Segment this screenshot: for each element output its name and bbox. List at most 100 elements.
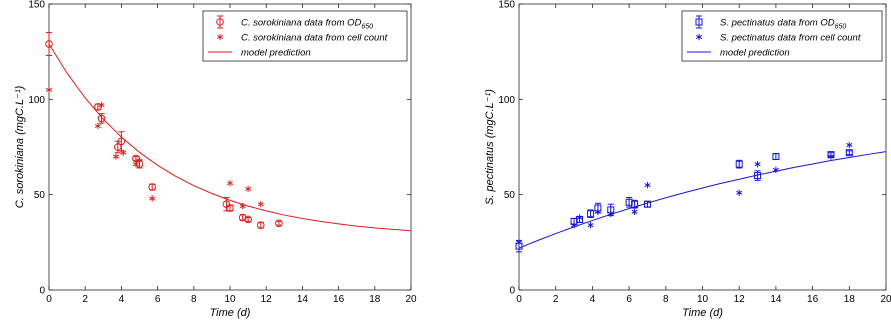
data-point-cell-count [149, 195, 156, 202]
x-tick-label: 6 [155, 294, 161, 305]
x-tick-label: 20 [880, 294, 891, 305]
x-tick-label: 10 [697, 294, 709, 305]
legend-marker-swatch [216, 15, 224, 29]
x-tick-label: 8 [191, 294, 197, 305]
data-point-od [97, 114, 106, 123]
data-point-od [735, 160, 743, 168]
data-point-cell-count [827, 153, 834, 160]
data-point-od [256, 221, 265, 229]
legend-marker-swatch [695, 15, 703, 29]
legend-asterisk-swatch [216, 33, 224, 41]
legend-entry-subscript: 650 [835, 24, 847, 31]
x-tick-label: 2 [82, 294, 88, 305]
x-tick-label: 18 [369, 294, 381, 305]
data-point-od [772, 153, 780, 161]
legend-entry: model prediction [720, 48, 790, 59]
data-point-cell-count [576, 214, 583, 221]
data-point-cell-count [631, 208, 638, 216]
y-axis-label: C. sorokiniana (mgC.L⁻¹) [14, 85, 26, 208]
y-tick-label: 0 [509, 286, 515, 297]
legend-entry-text: C. sorokiniana data from OD [241, 18, 362, 29]
x-tick-label: 10 [224, 294, 236, 305]
legend-entry: S. pectinatus data from OD650 [720, 18, 846, 31]
data-point-od [117, 137, 126, 146]
x-tick-label: 12 [734, 294, 746, 305]
error-bar [772, 153, 779, 160]
y-tick-label: 50 [504, 190, 516, 201]
y-tick-label: 50 [34, 190, 46, 201]
data-point-od [845, 149, 853, 157]
series-circle-errorbar [45, 32, 283, 229]
data-point-od [275, 219, 283, 228]
x-tick-label: 16 [807, 294, 819, 305]
legend-box [202, 10, 408, 62]
x-tick-label: 0 [46, 294, 52, 305]
y-tick-label: 100 [28, 95, 45, 106]
y-tick-label: 0 [39, 286, 45, 297]
error-bar [846, 150, 853, 156]
data-point-cell-count [736, 189, 743, 196]
x-tick-label: 16 [333, 294, 345, 305]
legend-entry-text: S. pectinatus data from cell count [720, 33, 861, 44]
x-tick-label: 6 [626, 294, 632, 305]
model-curve [48, 43, 412, 232]
x-tick-label: 20 [405, 294, 417, 305]
x-tick-label: 12 [261, 294, 273, 305]
legend-entry-text: model prediction [720, 48, 790, 59]
series-square-errorbar [515, 149, 853, 253]
y-tick-label: 150 [498, 0, 515, 11]
data-point-cell-count [112, 153, 119, 160]
data-point-cell-count [257, 201, 264, 208]
x-tick-label: 4 [590, 294, 596, 305]
data-point-cell-count [132, 160, 139, 168]
legend-entry: C. sorokiniana data from cell count [241, 33, 388, 44]
series-asterisk [45, 86, 264, 210]
data-point-cell-count [515, 239, 523, 246]
data-point-od [244, 215, 252, 224]
x-tick-label: 14 [770, 294, 782, 305]
legend-box [681, 10, 883, 62]
data-point-cell-count [94, 122, 101, 130]
data-point-cell-count [120, 149, 127, 156]
series-line [48, 43, 412, 232]
data-point-cell-count [594, 208, 601, 216]
legend-entry: model prediction [241, 48, 311, 59]
x-tick-label: 2 [553, 294, 559, 305]
x-tick-label: 0 [516, 294, 522, 305]
x-tick-label: 18 [844, 294, 856, 305]
data-point-od [148, 183, 156, 191]
data-point-cell-count [226, 180, 234, 187]
legend-entry: C. sorokiniana data from OD650 [241, 18, 373, 31]
legend-entry: S. pectinatus data from cell count [720, 33, 861, 44]
legend-entry-text: C. sorokiniana data from cell count [241, 33, 388, 44]
data-point-cell-count [136, 157, 143, 164]
data-point-cell-count [98, 101, 105, 109]
data-point-cell-count [644, 181, 651, 189]
x-tick-label: 14 [297, 294, 309, 305]
legend-entry-text: model prediction [241, 48, 311, 59]
legend-entry-subscript: 650 [361, 24, 373, 31]
x-tick-label: 8 [663, 294, 669, 305]
y-tick-label: 150 [28, 0, 45, 11]
legend-asterisk-swatch [695, 33, 703, 41]
y-tick-label: 100 [498, 95, 515, 106]
x-tick-label: 4 [119, 294, 125, 305]
x-axis-label: Time (d) [210, 307, 251, 319]
chart-panel-sorokiniana: 0 2 4 6 8 10 12 14 16 18 20 0 50 100 150 Time (d) C. sor… [14, 0, 417, 319]
x-axis-label: Time (d) [682, 307, 723, 319]
model-curve [518, 151, 887, 249]
series-line [518, 151, 887, 249]
error-bar [275, 220, 282, 226]
series-asterisk [515, 141, 853, 246]
legend-entry-text: S. pectinatus data from OD [720, 18, 835, 29]
data-point-cell-count [846, 141, 853, 149]
data-point-od [226, 204, 234, 212]
data-point-cell-count [754, 160, 761, 168]
chart-panel-pectinatus: 0 2 4 6 8 10 12 14 16 18 20 0 50 100 150 Time (d) S. pec… [484, 0, 891, 319]
error-bar [245, 217, 252, 222]
data-point-od [45, 40, 53, 48]
data-point-cell-count [245, 185, 252, 193]
